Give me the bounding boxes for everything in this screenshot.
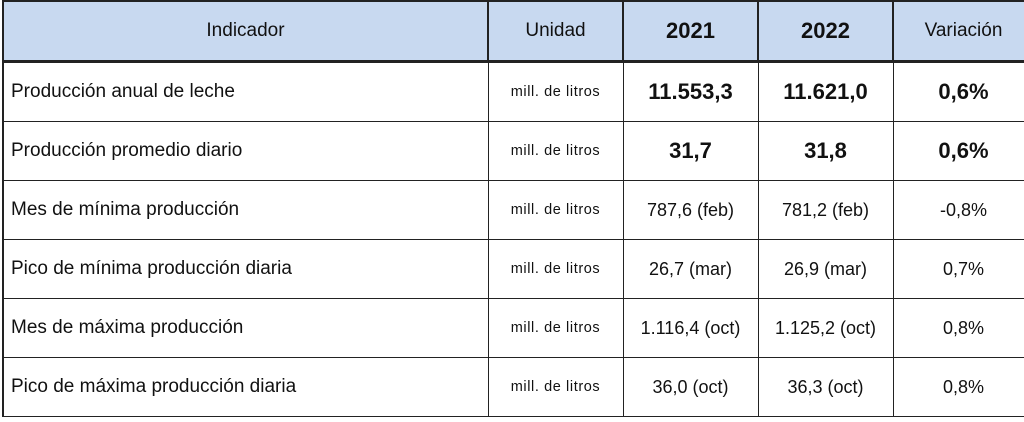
header-variation: Variación: [892, 0, 1024, 63]
row-variation: 0,8%: [892, 357, 1024, 417]
row-indicator: Pico de máxima producción diaria: [2, 357, 489, 417]
row-indicator: Mes de mínima producción: [2, 180, 489, 240]
table-row: Producción anual de leche mill. de litro…: [2, 60, 1024, 122]
table-row: Pico de mínima producción diaria mill. d…: [2, 239, 1024, 299]
table-row: Mes de máxima producción mill. de litros…: [2, 298, 1024, 358]
row-value-2021: 1.116,4 (oct): [622, 298, 759, 358]
row-value-2022: 31,8: [757, 121, 894, 181]
row-indicator: Mes de máxima producción: [2, 298, 489, 358]
table-row: Producción promedio diario mill. de litr…: [2, 121, 1024, 181]
row-value-2021: 31,7: [622, 121, 759, 181]
row-value-2021: 26,7 (mar): [622, 239, 759, 299]
header-unit: Unidad: [487, 0, 624, 63]
header-indicator: Indicador: [2, 0, 489, 63]
row-indicator: Pico de mínima producción diaria: [2, 239, 489, 299]
row-unit: mill. de litros: [487, 121, 624, 181]
header-row: Indicador Unidad 2021 2022 Variación: [2, 0, 1024, 63]
row-value-2022: 36,3 (oct): [757, 357, 894, 417]
row-variation: 0,8%: [892, 298, 1024, 358]
header-year-2021: 2021: [622, 0, 759, 63]
row-variation: 0,6%: [892, 121, 1024, 181]
table-row: Mes de mínima producción mill. de litros…: [2, 180, 1024, 240]
table-row: Pico de máxima producción diaria mill. d…: [2, 357, 1024, 417]
row-value-2022: 1.125,2 (oct): [757, 298, 894, 358]
row-value-2022: 11.621,0: [757, 60, 894, 122]
row-variation: 0,6%: [892, 60, 1024, 122]
row-unit: mill. de litros: [487, 239, 624, 299]
header-year-2022: 2022: [757, 0, 894, 63]
row-unit: mill. de litros: [487, 180, 624, 240]
row-unit: mill. de litros: [487, 60, 624, 122]
row-indicator: Producción promedio diario: [2, 121, 489, 181]
table-header: Indicador Unidad 2021 2022 Variación: [2, 0, 1024, 63]
row-variation: 0,7%: [892, 239, 1024, 299]
row-variation: -0,8%: [892, 180, 1024, 240]
row-unit: mill. de litros: [487, 298, 624, 358]
row-value-2021: 787,6 (feb): [622, 180, 759, 240]
row-value-2022: 26,9 (mar): [757, 239, 894, 299]
row-value-2022: 781,2 (feb): [757, 180, 894, 240]
row-value-2021: 36,0 (oct): [622, 357, 759, 417]
table-body: Producción anual de leche mill. de litro…: [2, 60, 1024, 417]
row-value-2021: 11.553,3: [622, 60, 759, 122]
row-indicator: Producción anual de leche: [2, 60, 489, 122]
row-unit: mill. de litros: [487, 357, 624, 417]
